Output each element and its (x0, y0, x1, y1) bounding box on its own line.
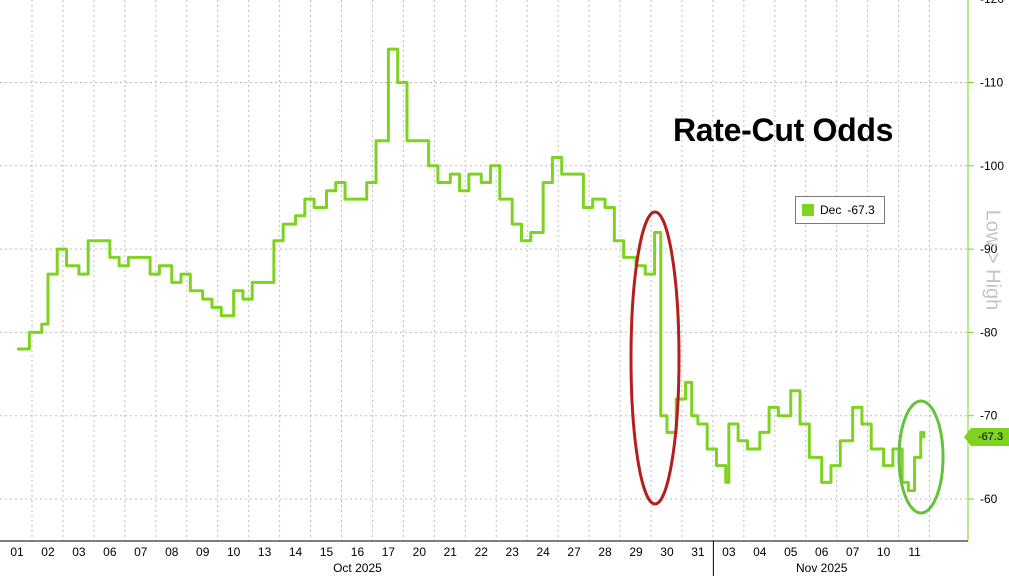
y-tick-label: -90 (980, 242, 998, 256)
x-tick-label: 27 (567, 545, 581, 559)
green-ellipse (897, 399, 945, 515)
annotations (629, 210, 945, 515)
x-tick-label: 14 (289, 545, 303, 559)
legend-value: -67.3 (847, 203, 875, 217)
x-tick-label: 23 (506, 545, 520, 559)
x-tick-label: 29 (629, 545, 643, 559)
x-tick-label: 30 (660, 545, 674, 559)
x-tick-label: 11 (908, 545, 921, 559)
legend-swatch (802, 204, 814, 216)
y-tick-label: -80 (980, 325, 998, 339)
y-tick-label: -100 (980, 159, 1004, 173)
red-ellipse (629, 210, 681, 506)
x-tick-label: 08 (165, 545, 179, 559)
x-tick-label: 31 (691, 545, 705, 559)
y-tick-label: -60 (980, 492, 998, 506)
x-tick-label: 01 (10, 545, 24, 559)
x-tick-label: 15 (320, 545, 334, 559)
x-tick-label: 13 (258, 545, 272, 559)
x-tick-label: 02 (41, 545, 55, 559)
x-tick-label: 09 (196, 545, 210, 559)
x-tick-label: 17 (382, 545, 396, 559)
x-tick-label: 10 (877, 545, 891, 559)
x-tick-label: 05 (784, 545, 798, 559)
y-tick-label: -110 (980, 76, 1003, 90)
legend-label: Dec (820, 203, 842, 217)
x-tick-label: 16 (351, 545, 365, 559)
month-label: Oct 2025 (333, 561, 382, 575)
y-tick-label: -120 (980, 0, 1004, 6)
chart-title: Rate-Cut Odds (673, 112, 894, 148)
x-tick-label: 07 (846, 545, 860, 559)
gridlines (0, 0, 968, 541)
legend: Dec -67.3 (795, 196, 885, 224)
x-tick-label: 03 (72, 545, 86, 559)
x-tick-label: 03 (722, 545, 736, 559)
series-line-dec (17, 47, 926, 493)
x-tick-label: 21 (444, 545, 458, 559)
x-tick-label: 22 (475, 545, 489, 559)
x-tick-label: 20 (413, 545, 427, 559)
x-tick-label: 06 (103, 545, 117, 559)
x-tick-label: 28 (598, 545, 612, 559)
y-axis-title: Low > High (981, 209, 1004, 311)
last-value-tag: -67.3 (964, 428, 1009, 446)
x-tick-label: 04 (753, 545, 767, 559)
y-tick-label: -70 (980, 409, 998, 423)
x-tick-label: 06 (815, 545, 829, 559)
x-tick-label: 24 (536, 545, 550, 559)
x-tick-label: 07 (134, 545, 148, 559)
series-dec (17, 47, 926, 493)
month-label: Nov 2025 (796, 561, 848, 575)
x-tick-label: 10 (227, 545, 241, 559)
